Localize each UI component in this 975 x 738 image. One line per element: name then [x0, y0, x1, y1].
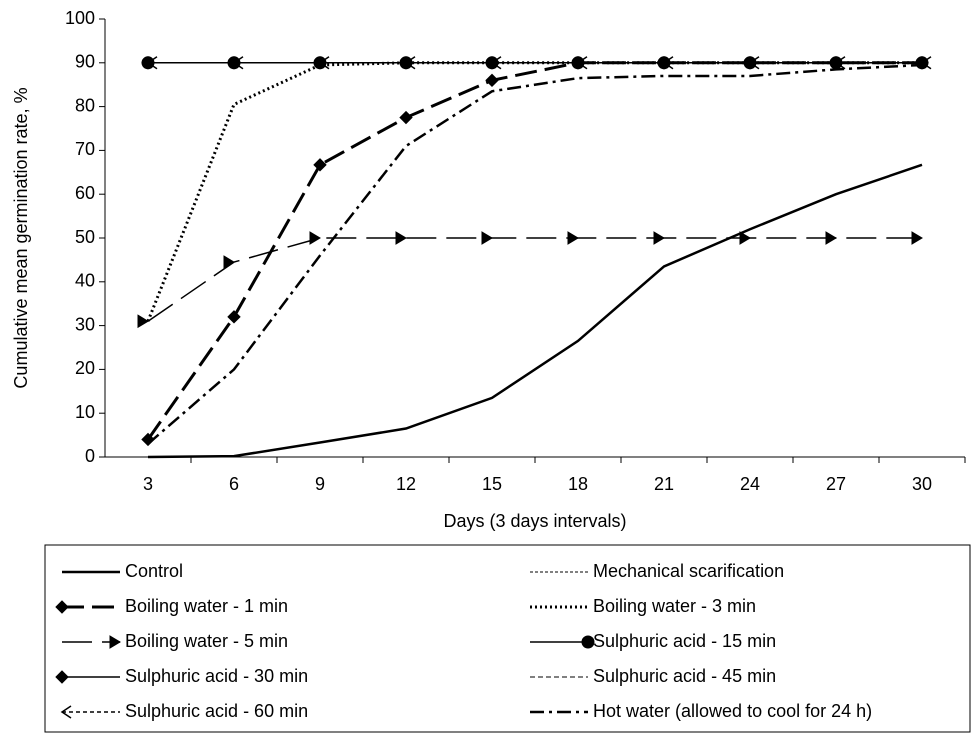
marker [920, 56, 932, 70]
x-tick-label: 24 [740, 474, 760, 494]
y-tick-label: 100 [65, 8, 95, 28]
marker [653, 231, 665, 245]
marker [581, 635, 595, 649]
y-axis-label: Cumulative mean germination rate, % [11, 87, 31, 388]
marker [318, 56, 330, 70]
legend-label: Boiling water - 3 min [593, 596, 756, 616]
y-tick-label: 50 [75, 227, 95, 247]
marker [60, 705, 72, 719]
legend-label: Mechanical scarification [593, 561, 784, 581]
marker [399, 110, 413, 125]
series-line [147, 237, 922, 322]
y-tick-label: 20 [75, 358, 95, 378]
legend-label: Sulphuric acid - 30 min [125, 666, 308, 686]
marker [834, 56, 846, 70]
legend-box [44, 544, 971, 733]
marker [576, 56, 588, 70]
marker [109, 635, 121, 649]
y-tick-label: 70 [75, 139, 95, 159]
legend-label: Sulphuric acid - 60 min [125, 701, 308, 721]
x-tick-label: 12 [396, 474, 416, 494]
marker [748, 56, 760, 70]
x-tick-label: 18 [568, 474, 588, 494]
series-line [146, 61, 922, 322]
marker [490, 56, 502, 70]
marker [911, 231, 923, 245]
series-line [147, 63, 923, 445]
x-tick-label: 9 [315, 474, 325, 494]
marker [825, 231, 837, 245]
marker [232, 56, 244, 70]
marker [567, 231, 579, 245]
marker [137, 314, 149, 329]
marker [395, 231, 407, 245]
y-tick-label: 90 [75, 52, 95, 72]
series-line [146, 61, 922, 441]
x-tick-label: 6 [229, 474, 239, 494]
legend-label: Sulphuric acid - 45 min [593, 666, 776, 686]
x-axis-label: Days (3 days intervals) [443, 511, 626, 531]
marker [313, 158, 327, 172]
marker [739, 231, 751, 245]
marker [223, 255, 235, 269]
x-tick-label: 15 [482, 474, 502, 494]
marker [481, 231, 493, 245]
marker [404, 56, 416, 70]
marker [55, 600, 69, 614]
y-tick-label: 10 [75, 402, 95, 422]
legend-label: Sulphuric acid - 15 min [593, 631, 776, 651]
series-line [147, 163, 923, 459]
marker [146, 56, 158, 70]
x-tick-label: 30 [912, 474, 932, 494]
legend-label: Boiling water - 5 min [125, 631, 288, 651]
legend-label: Control [125, 561, 183, 581]
marker [55, 670, 69, 684]
y-tick-label: 80 [75, 95, 95, 115]
y-tick-label: 60 [75, 183, 95, 203]
legend-label: Hot water (allowed to cool for 24 h) [593, 701, 872, 721]
marker [485, 73, 499, 88]
marker [227, 310, 241, 324]
legend-label: Boiling water - 1 min [125, 596, 288, 616]
marker [309, 231, 321, 245]
y-tick-label: 30 [75, 314, 95, 334]
marker [662, 56, 674, 70]
y-tick-label: 0 [85, 446, 95, 466]
y-tick-label: 40 [75, 271, 95, 291]
x-tick-label: 21 [654, 474, 674, 494]
x-tick-label: 27 [826, 474, 846, 494]
x-tick-label: 3 [143, 474, 153, 494]
